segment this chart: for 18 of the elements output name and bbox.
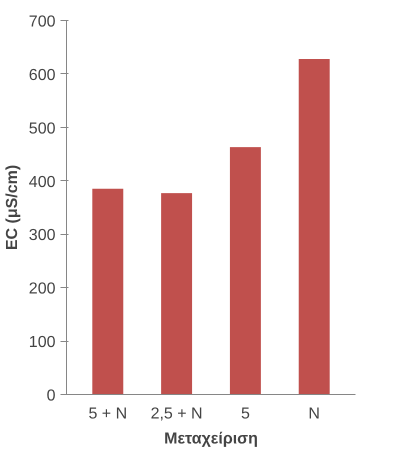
y-tick-label: 500: [28, 120, 56, 138]
bar: [230, 147, 261, 394]
x-tick-label: 5: [240, 406, 250, 422]
x-tick-label: 2,5 + N: [150, 406, 203, 422]
y-tick-label: 600: [28, 66, 56, 84]
y-tick-label: 300: [28, 227, 56, 244]
bar: [298, 58, 330, 394]
x-tick-label: 5 + N: [88, 406, 128, 422]
y-tick-label: 0: [46, 388, 56, 404]
y-tick-label: 200: [28, 280, 56, 298]
y-tick-label: 700: [28, 14, 56, 30]
bar: [161, 193, 192, 394]
bar: [92, 188, 124, 394]
x-tick-label: N: [308, 406, 320, 422]
y-axis-title: EC (μS/cm): [4, 164, 21, 250]
y-tick-label: 100: [28, 334, 56, 352]
x-axis-title: Μεταχείριση: [164, 430, 258, 448]
y-tick-label: 400: [28, 174, 56, 191]
